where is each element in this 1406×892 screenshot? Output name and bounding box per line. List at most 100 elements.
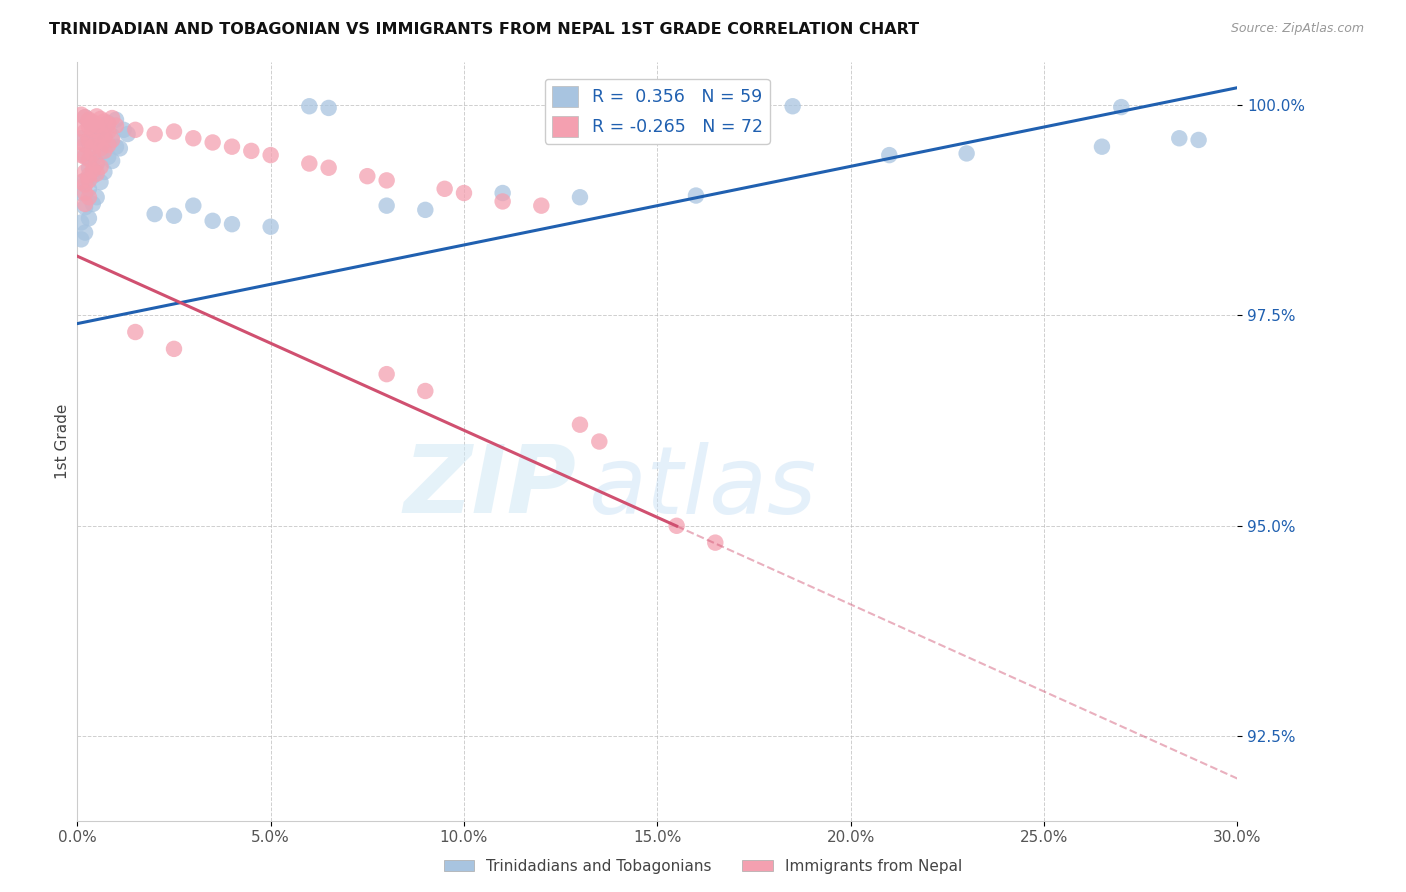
Point bbox=[1168, 131, 1191, 145]
Point bbox=[70, 175, 93, 189]
Point bbox=[105, 112, 127, 127]
Point bbox=[375, 173, 398, 187]
Text: ZIP: ZIP bbox=[404, 441, 576, 533]
Point bbox=[101, 128, 124, 143]
Point bbox=[298, 99, 321, 113]
Point bbox=[77, 211, 100, 226]
Point bbox=[90, 141, 111, 155]
Point bbox=[240, 144, 263, 158]
Point bbox=[569, 190, 592, 204]
Point bbox=[77, 112, 100, 127]
Point bbox=[90, 127, 111, 141]
Point bbox=[163, 124, 186, 138]
Point bbox=[75, 178, 96, 192]
Point bbox=[647, 100, 669, 114]
Legend: Trinidadians and Tobagonians, Immigrants from Nepal: Trinidadians and Tobagonians, Immigrants… bbox=[437, 853, 969, 880]
Y-axis label: 1st Grade: 1st Grade bbox=[55, 404, 70, 479]
Point bbox=[86, 109, 108, 123]
Point bbox=[685, 188, 707, 202]
Point bbox=[90, 160, 111, 174]
Point bbox=[1111, 100, 1133, 114]
Point bbox=[375, 367, 398, 381]
Point bbox=[82, 115, 104, 129]
Point bbox=[108, 141, 131, 155]
Point bbox=[75, 200, 96, 214]
Point bbox=[75, 173, 96, 187]
Point bbox=[77, 161, 100, 175]
Point bbox=[260, 219, 283, 234]
Point bbox=[82, 163, 104, 178]
Point bbox=[93, 138, 115, 153]
Point bbox=[77, 136, 100, 150]
Point bbox=[356, 169, 378, 184]
Point bbox=[77, 120, 100, 134]
Point bbox=[143, 127, 166, 141]
Point bbox=[77, 114, 100, 128]
Point bbox=[112, 123, 135, 137]
Point bbox=[90, 121, 111, 136]
Point bbox=[77, 153, 100, 167]
Point bbox=[97, 116, 120, 130]
Point bbox=[70, 121, 93, 136]
Point bbox=[77, 190, 100, 204]
Point bbox=[75, 226, 96, 240]
Point bbox=[82, 153, 104, 167]
Point bbox=[97, 138, 120, 153]
Point bbox=[93, 129, 115, 144]
Point bbox=[86, 167, 108, 181]
Point bbox=[82, 197, 104, 211]
Point bbox=[77, 169, 100, 183]
Point bbox=[163, 342, 186, 356]
Point bbox=[124, 325, 146, 339]
Point bbox=[101, 133, 124, 147]
Point bbox=[298, 156, 321, 170]
Point bbox=[101, 111, 124, 125]
Point bbox=[124, 123, 146, 137]
Point bbox=[201, 214, 224, 228]
Point bbox=[82, 169, 104, 184]
Point bbox=[492, 194, 515, 209]
Point bbox=[492, 186, 515, 200]
Point bbox=[70, 148, 93, 162]
Point bbox=[105, 119, 127, 133]
Point bbox=[453, 186, 475, 200]
Point bbox=[877, 148, 901, 162]
Point bbox=[75, 186, 96, 200]
Point bbox=[433, 182, 456, 196]
Point bbox=[97, 124, 120, 138]
Point bbox=[105, 139, 127, 153]
Point bbox=[75, 148, 96, 162]
Point bbox=[117, 127, 139, 141]
Text: atlas: atlas bbox=[588, 442, 815, 533]
Point bbox=[70, 108, 93, 122]
Point bbox=[183, 199, 205, 213]
Point bbox=[70, 136, 93, 150]
Point bbox=[90, 112, 111, 126]
Point bbox=[530, 199, 553, 213]
Point bbox=[75, 124, 96, 138]
Point bbox=[75, 110, 96, 124]
Point bbox=[70, 131, 93, 145]
Point bbox=[75, 197, 96, 211]
Point bbox=[956, 146, 979, 161]
Point bbox=[221, 139, 243, 153]
Point bbox=[75, 165, 96, 179]
Point bbox=[77, 173, 100, 187]
Point bbox=[93, 114, 115, 128]
Point bbox=[201, 136, 224, 150]
Point bbox=[90, 145, 111, 160]
Point bbox=[588, 434, 610, 449]
Point bbox=[77, 182, 100, 196]
Point bbox=[1187, 133, 1209, 147]
Point bbox=[82, 139, 104, 153]
Point bbox=[77, 133, 100, 147]
Point bbox=[86, 156, 108, 170]
Point bbox=[70, 215, 93, 229]
Point bbox=[70, 186, 93, 200]
Point bbox=[93, 165, 115, 179]
Point bbox=[665, 518, 688, 533]
Point bbox=[183, 131, 205, 145]
Point bbox=[82, 119, 104, 133]
Point bbox=[90, 175, 111, 189]
Point bbox=[93, 144, 115, 158]
